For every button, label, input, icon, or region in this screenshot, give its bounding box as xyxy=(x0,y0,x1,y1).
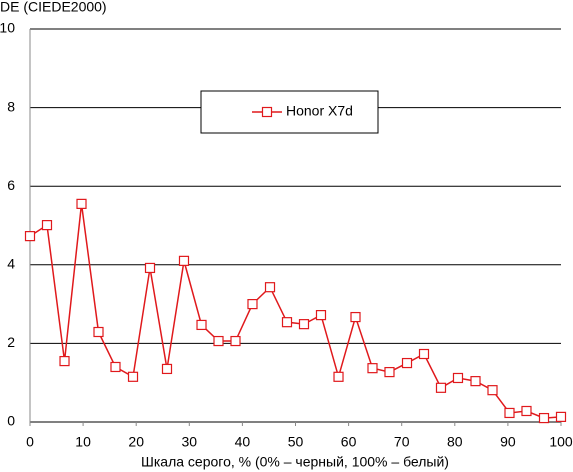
x-tick-label: 90 xyxy=(500,434,516,450)
point xyxy=(555,411,567,422)
y-tick-label: 8 xyxy=(7,98,15,114)
point xyxy=(24,231,36,242)
x-tick-label: 20 xyxy=(128,434,144,450)
x-tick-label: 40 xyxy=(235,434,251,450)
y-tick-label: 0 xyxy=(7,413,15,429)
point xyxy=(367,363,378,374)
point xyxy=(264,282,276,293)
point xyxy=(452,372,464,384)
point xyxy=(110,361,121,373)
point xyxy=(504,407,515,419)
x-tick-label: 0 xyxy=(26,434,34,450)
point xyxy=(538,412,550,424)
point xyxy=(41,220,53,231)
x-tick-label: 10 xyxy=(75,434,91,450)
point xyxy=(435,382,447,393)
point xyxy=(161,363,173,375)
point xyxy=(59,355,70,367)
x-tick-label: 30 xyxy=(182,434,198,450)
point xyxy=(247,299,258,310)
point xyxy=(470,376,481,387)
legend-box xyxy=(200,90,379,134)
x-tick-label: 100 xyxy=(549,434,573,450)
y-tick-label: 10 xyxy=(0,20,15,36)
point xyxy=(144,262,156,274)
series-line xyxy=(29,203,562,419)
x-tick-label: 50 xyxy=(288,434,304,450)
point xyxy=(487,385,498,396)
x-tick-label: 70 xyxy=(394,434,410,450)
y-tick-label: 6 xyxy=(7,177,15,193)
legend-label: Honor X7d xyxy=(286,103,353,119)
point xyxy=(196,319,207,331)
point xyxy=(333,371,344,382)
point xyxy=(350,311,361,323)
point xyxy=(315,310,327,321)
point xyxy=(230,335,241,347)
legend-marker xyxy=(261,106,273,118)
y-tick-label: 4 xyxy=(7,256,15,272)
x-tick-label: 80 xyxy=(447,434,463,450)
point xyxy=(178,255,190,266)
point xyxy=(298,319,310,330)
point xyxy=(418,348,430,360)
point xyxy=(401,357,413,369)
point xyxy=(213,335,224,347)
point xyxy=(281,317,293,328)
point xyxy=(521,405,532,417)
point xyxy=(76,198,87,209)
x-axis-label: Шкала серого, % (0% – черный, 100% – бел… xyxy=(141,454,449,470)
y-axis-label: DE (CIEDE2000) xyxy=(0,0,107,15)
point xyxy=(93,326,104,338)
x-tick-label: 60 xyxy=(341,434,357,450)
point xyxy=(384,366,395,378)
point xyxy=(127,371,139,382)
y-tick-label: 2 xyxy=(7,334,15,350)
